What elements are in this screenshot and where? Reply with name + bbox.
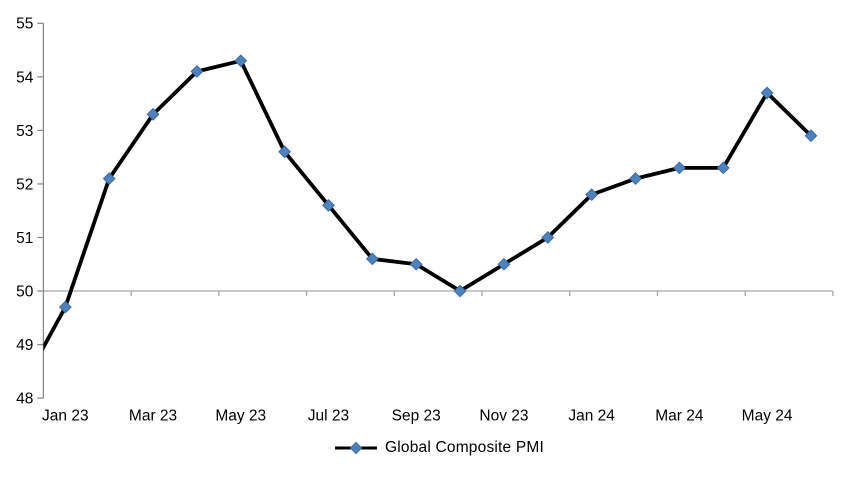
pmi-data-point-marker	[102, 172, 116, 185]
pmi-line	[43, 58, 813, 352]
y-axis-label: 54	[16, 69, 34, 86]
pmi-data-point-marker	[365, 252, 379, 266]
pmi-data-point-marker	[497, 257, 511, 271]
x-axis-label: Jan 24	[568, 408, 615, 425]
pmi-data-point-marker	[672, 161, 686, 175]
y-axis-label: 53	[16, 123, 33, 140]
x-axis-label: May 24	[742, 408, 793, 425]
pmi-data-point-marker	[804, 129, 818, 143]
pmi-data-point-marker	[541, 231, 555, 244]
pmi-data-point-marker	[58, 300, 72, 314]
x-axis-label: May 23	[215, 408, 266, 425]
x-axis-label: Mar 23	[129, 408, 177, 425]
pmi-data-point-marker	[146, 107, 160, 121]
legend-line-marker-icon	[334, 441, 377, 455]
pmi-data-point-marker	[322, 198, 335, 212]
pmi-data-point-marker	[278, 145, 292, 159]
legend-diamond-marker-icon	[349, 441, 363, 455]
legend-label: Global Composite PMI	[384, 439, 545, 456]
pmi-data-point-marker	[409, 257, 423, 271]
pmi-data-point-marker	[234, 54, 248, 68]
x-axis-label: Sep 23	[392, 408, 441, 425]
chart-legend: Global Composite PMI	[0, 439, 852, 457]
y-axis-label: 48	[16, 391, 33, 408]
pmi-data-point-marker	[716, 161, 730, 175]
pmi-data-point-marker	[585, 188, 599, 202]
x-axis-label: Jul 23	[308, 408, 349, 425]
x-axis-label: Jan 23	[42, 408, 89, 425]
y-axis-label: 52	[16, 176, 33, 193]
x-axis-label: Mar 24	[655, 408, 704, 425]
y-axis-label: 49	[16, 337, 33, 354]
y-axis-label: 51	[16, 230, 33, 247]
y-axis-label: 50	[16, 283, 34, 300]
pmi-data-point-marker	[760, 86, 774, 100]
pmi-data-point-marker	[453, 284, 467, 298]
pmi-series-group	[43, 54, 818, 352]
pmi-data-point-marker	[629, 172, 642, 185]
pmi-data-point-marker	[190, 65, 204, 78]
y-axis-label: 55	[16, 16, 33, 33]
x-axis-label: Nov 23	[479, 408, 528, 425]
